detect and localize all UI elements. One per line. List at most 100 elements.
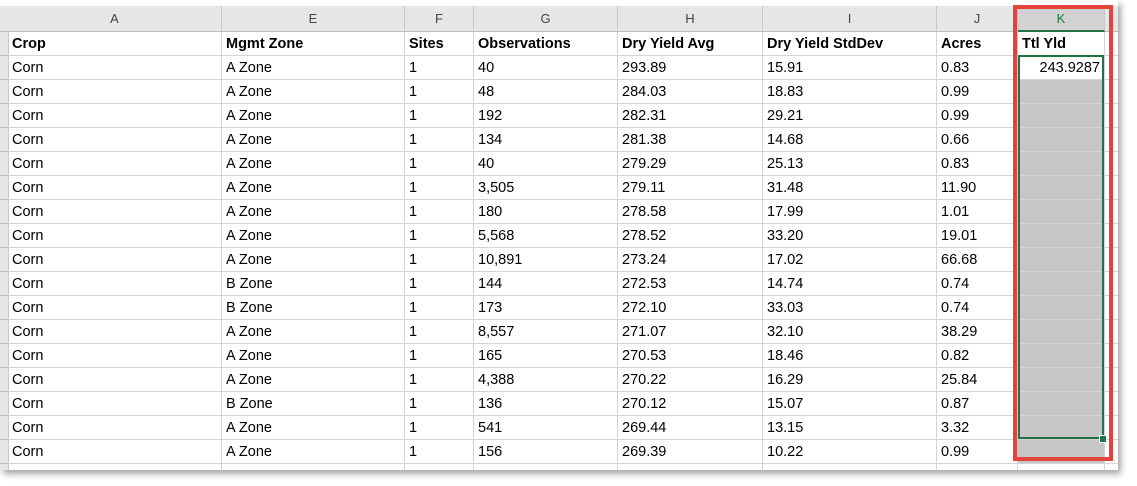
- cell[interactable]: 29.21: [763, 104, 937, 128]
- column-header[interactable]: H: [618, 6, 763, 32]
- cell[interactable]: 1: [405, 272, 474, 296]
- column-header[interactable]: A: [8, 6, 222, 32]
- column-header[interactable]: G: [474, 6, 618, 32]
- cell[interactable]: 1: [405, 392, 474, 416]
- header-cell[interactable]: Dry Yield Avg: [618, 32, 763, 56]
- cell[interactable]: Corn: [8, 392, 222, 416]
- cell[interactable]: [937, 464, 1018, 470]
- cell[interactable]: A Zone: [222, 440, 405, 464]
- cell[interactable]: [222, 464, 405, 470]
- cell[interactable]: 40: [474, 56, 618, 80]
- cell[interactable]: A Zone: [222, 200, 405, 224]
- cell[interactable]: Corn: [8, 320, 222, 344]
- cell[interactable]: 4,388: [474, 368, 618, 392]
- cell[interactable]: [1018, 368, 1105, 392]
- cell[interactable]: Corn: [8, 224, 222, 248]
- cell[interactable]: 156: [474, 440, 618, 464]
- cell[interactable]: 270.12: [618, 392, 763, 416]
- cell[interactable]: 66.68: [937, 248, 1018, 272]
- cell[interactable]: Corn: [8, 416, 222, 440]
- cell[interactable]: 136: [474, 392, 618, 416]
- cell[interactable]: [8, 464, 222, 470]
- cell[interactable]: 279.11: [618, 176, 763, 200]
- cell[interactable]: 272.53: [618, 272, 763, 296]
- column-header[interactable]: K: [1018, 6, 1105, 32]
- cell[interactable]: A Zone: [222, 224, 405, 248]
- cell[interactable]: A Zone: [222, 320, 405, 344]
- cell[interactable]: [1018, 344, 1105, 368]
- cell[interactable]: 273.24: [618, 248, 763, 272]
- cell[interactable]: 0.83: [937, 152, 1018, 176]
- cell[interactable]: [1018, 176, 1105, 200]
- cell[interactable]: 1.01: [937, 200, 1018, 224]
- cell[interactable]: [1018, 248, 1105, 272]
- cell[interactable]: A Zone: [222, 104, 405, 128]
- cell[interactable]: 1: [405, 440, 474, 464]
- cell[interactable]: 25.84: [937, 368, 1018, 392]
- cell[interactable]: 192: [474, 104, 618, 128]
- cell[interactable]: 278.52: [618, 224, 763, 248]
- cell[interactable]: [1018, 224, 1105, 248]
- cell[interactable]: 0.99: [937, 80, 1018, 104]
- cell[interactable]: 279.29: [618, 152, 763, 176]
- cell[interactable]: A Zone: [222, 248, 405, 272]
- cell[interactable]: 13.15: [763, 416, 937, 440]
- header-cell[interactable]: Mgmt Zone: [222, 32, 405, 56]
- cell[interactable]: A Zone: [222, 176, 405, 200]
- cell[interactable]: 282.31: [618, 104, 763, 128]
- cell[interactable]: 0.74: [937, 272, 1018, 296]
- cell[interactable]: 25.13: [763, 152, 937, 176]
- cell[interactable]: 1: [405, 344, 474, 368]
- cell[interactable]: [1018, 464, 1105, 470]
- cell[interactable]: 284.03: [618, 80, 763, 104]
- cell[interactable]: B Zone: [222, 272, 405, 296]
- cell[interactable]: 0.74: [937, 296, 1018, 320]
- fill-handle[interactable]: [1099, 435, 1107, 443]
- header-cell[interactable]: Sites: [405, 32, 474, 56]
- cell[interactable]: 18.46: [763, 344, 937, 368]
- cell[interactable]: 8,557: [474, 320, 618, 344]
- cell[interactable]: [1018, 320, 1105, 344]
- cell[interactable]: [1018, 152, 1105, 176]
- column-header[interactable]: F: [405, 6, 474, 32]
- cell[interactable]: [1018, 392, 1105, 416]
- cell[interactable]: 33.20: [763, 224, 937, 248]
- header-cell[interactable]: Crop: [8, 32, 222, 56]
- cell[interactable]: 1: [405, 152, 474, 176]
- cell[interactable]: 3.32: [937, 416, 1018, 440]
- cell[interactable]: 5,568: [474, 224, 618, 248]
- cell[interactable]: 17.02: [763, 248, 937, 272]
- header-cell[interactable]: Acres: [937, 32, 1018, 56]
- cell[interactable]: 1: [405, 248, 474, 272]
- cell[interactable]: 32.10: [763, 320, 937, 344]
- cell[interactable]: B Zone: [222, 296, 405, 320]
- cell[interactable]: 11.90: [937, 176, 1018, 200]
- cell[interactable]: 40: [474, 152, 618, 176]
- cell[interactable]: 1: [405, 56, 474, 80]
- cell[interactable]: 14.68: [763, 128, 937, 152]
- cell[interactable]: Corn: [8, 128, 222, 152]
- cell[interactable]: 0.99: [937, 440, 1018, 464]
- cell[interactable]: 272.10: [618, 296, 763, 320]
- cell[interactable]: [474, 464, 618, 470]
- cell[interactable]: 0.87: [937, 392, 1018, 416]
- cell[interactable]: 243.9287: [1018, 56, 1105, 80]
- cell[interactable]: 0.99: [937, 104, 1018, 128]
- cell[interactable]: [763, 464, 937, 470]
- cell[interactable]: Corn: [8, 344, 222, 368]
- cell[interactable]: [1018, 296, 1105, 320]
- cell[interactable]: Corn: [8, 176, 222, 200]
- cell[interactable]: 270.22: [618, 368, 763, 392]
- column-header[interactable]: I: [763, 6, 937, 32]
- cell[interactable]: 1: [405, 368, 474, 392]
- cell[interactable]: [1018, 200, 1105, 224]
- cell[interactable]: 1: [405, 128, 474, 152]
- cell[interactable]: [1018, 416, 1105, 440]
- cell[interactable]: 10.22: [763, 440, 937, 464]
- cell[interactable]: A Zone: [222, 56, 405, 80]
- cell[interactable]: 10,891: [474, 248, 618, 272]
- cell[interactable]: 165: [474, 344, 618, 368]
- cell[interactable]: 180: [474, 200, 618, 224]
- cell[interactable]: 38.29: [937, 320, 1018, 344]
- cell[interactable]: Corn: [8, 440, 222, 464]
